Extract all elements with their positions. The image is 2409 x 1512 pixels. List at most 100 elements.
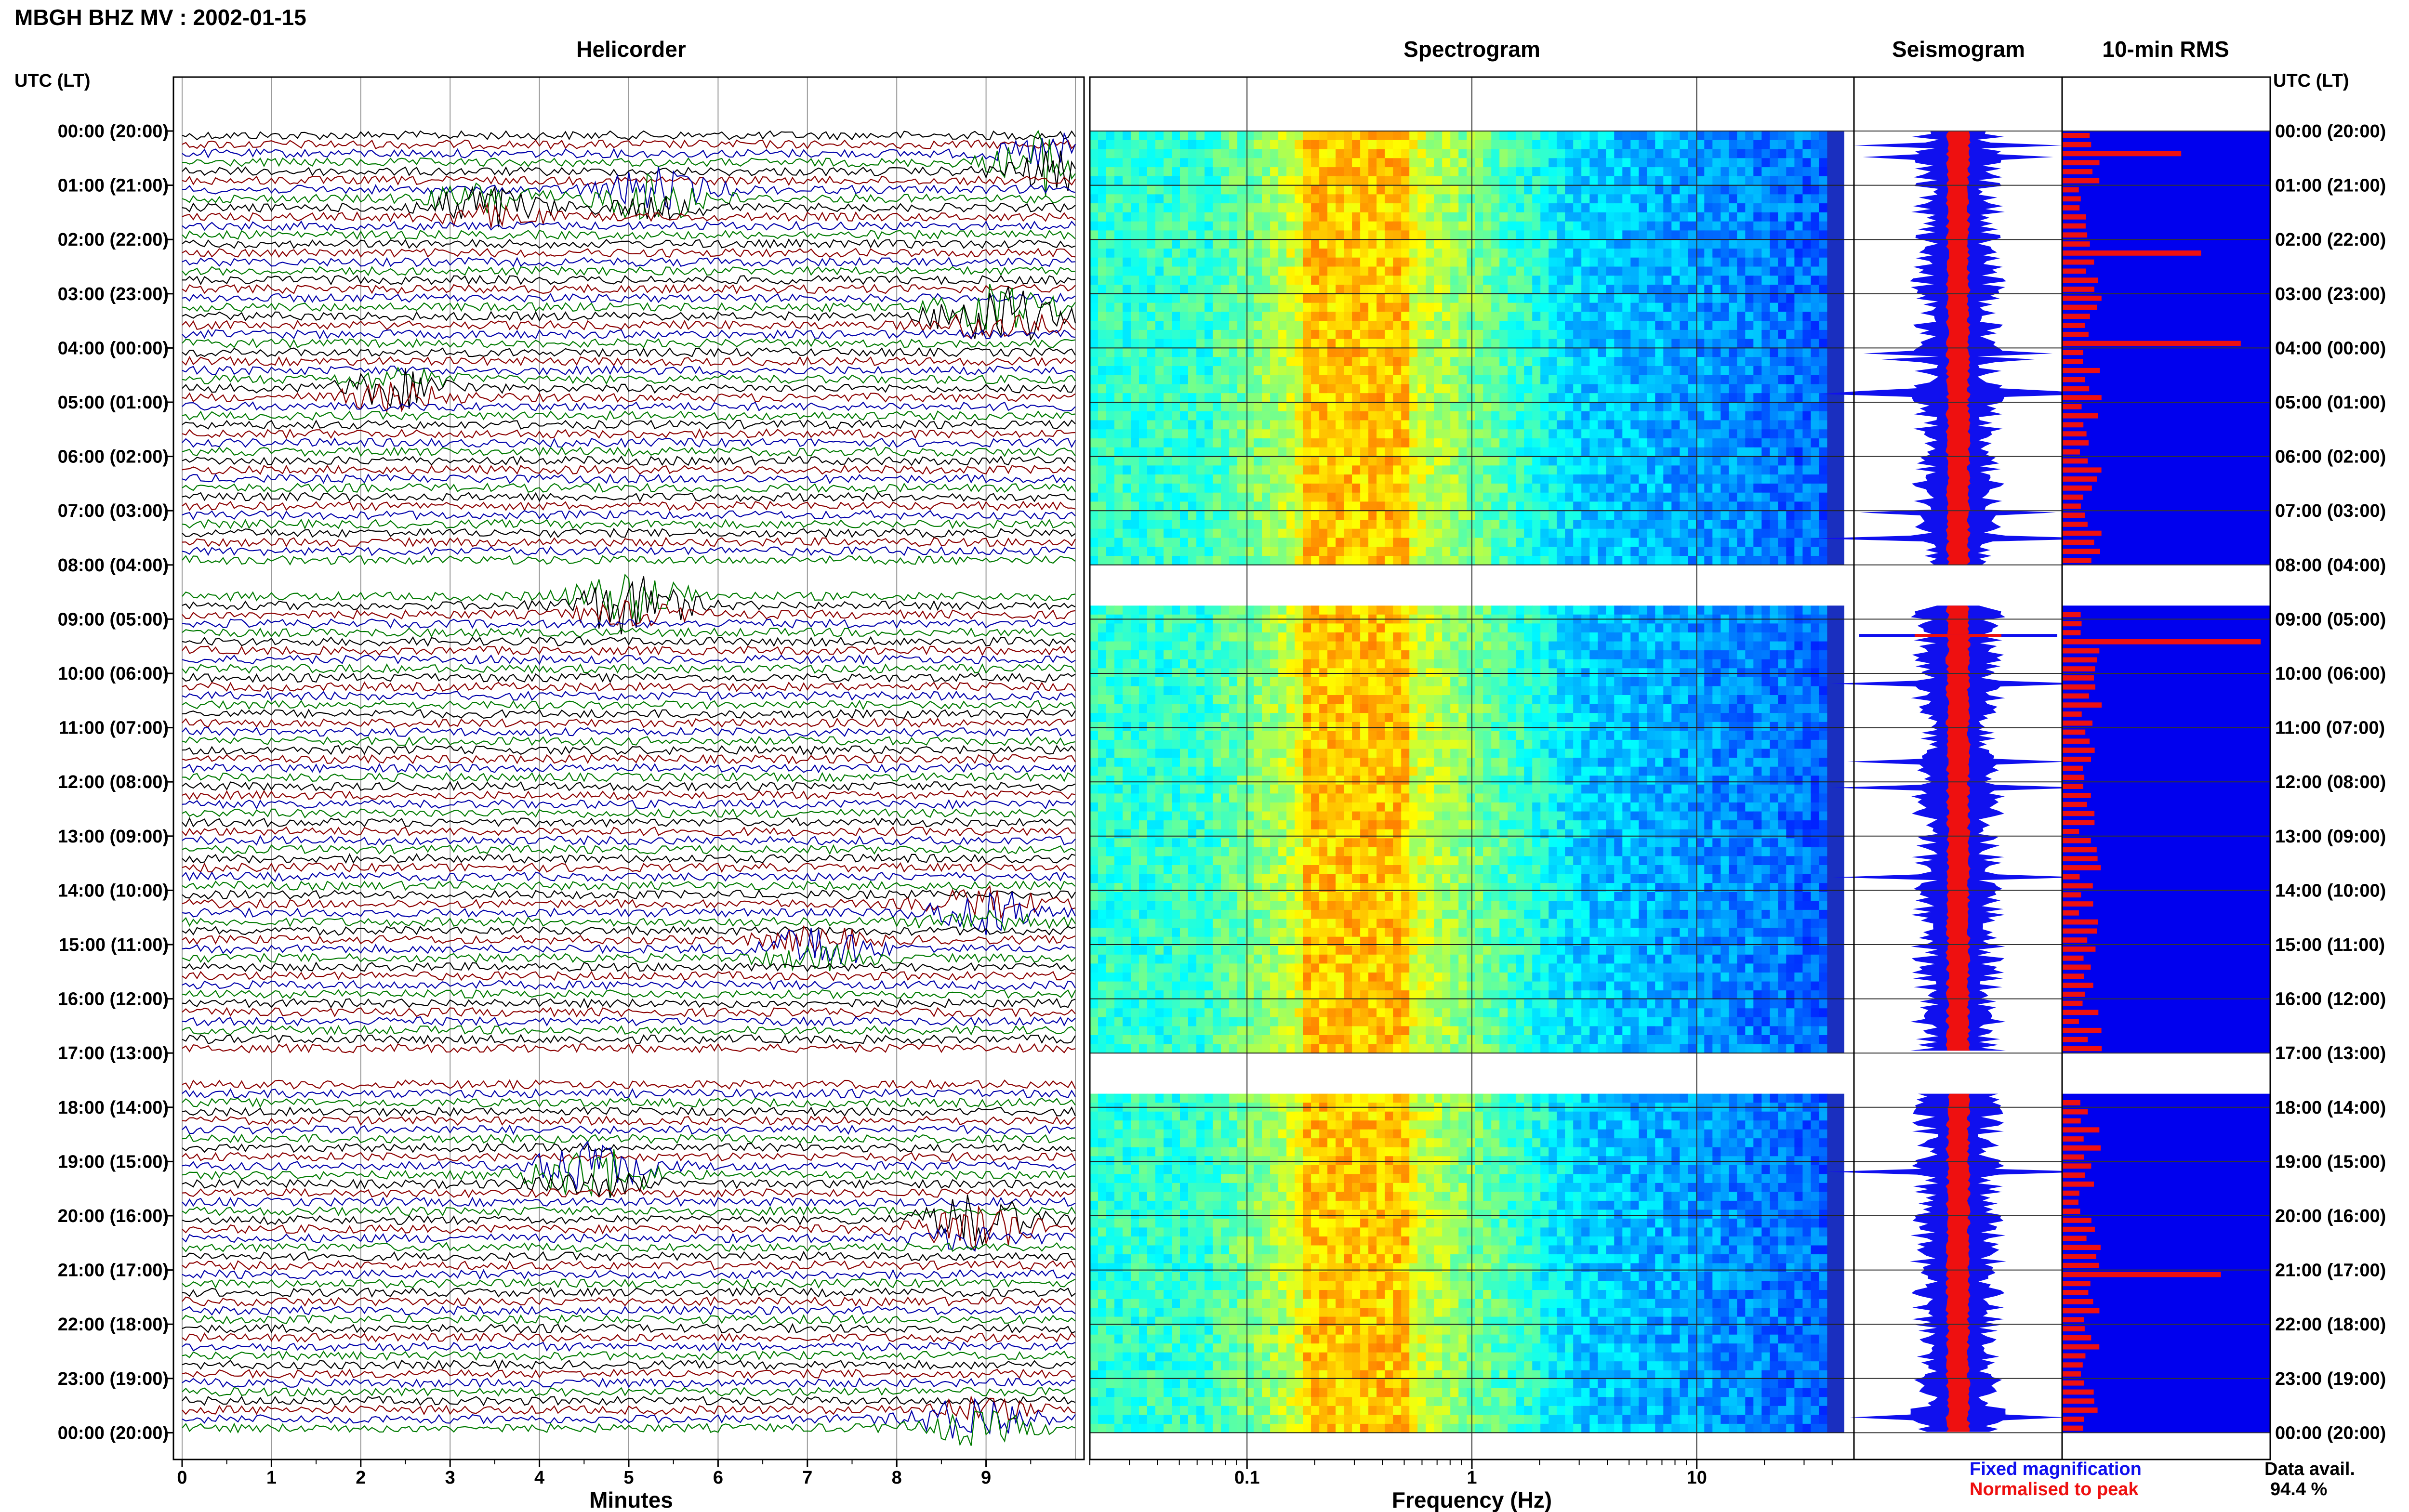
- rms-bar: [2062, 287, 2094, 292]
- rms-bar: [2062, 1308, 2100, 1314]
- helicorder-trace: [182, 1133, 1076, 1144]
- rms-bar: [2062, 1299, 2093, 1304]
- rms-bar: [2062, 1154, 2084, 1160]
- helicorder-trace: [182, 175, 1076, 186]
- rms-bar: [2062, 268, 2086, 274]
- time-label-right: 22:00 (18:00): [2275, 1315, 2386, 1335]
- helicorder-trace: [182, 1397, 1076, 1439]
- rms-bar: [2062, 530, 2102, 536]
- rms-bar: [2062, 820, 2095, 826]
- helicorder-trace: [182, 1386, 1076, 1397]
- rms-bar: [2062, 612, 2081, 618]
- helicorder-panel: [172, 76, 1085, 1460]
- helicorder-x-tick-label: 1: [266, 1468, 277, 1488]
- helicorder-trace: [182, 909, 1076, 932]
- helicorder-trace: [182, 844, 1076, 855]
- time-label-right: 17:00 (13:00): [2275, 1043, 2386, 1064]
- rms-bar: [2062, 1000, 2083, 1006]
- helicorder-trace: [182, 419, 1076, 430]
- rms-bar: [2062, 1398, 2094, 1404]
- helicorder-trace: [182, 772, 1076, 783]
- helicorder-trace: [182, 1305, 1076, 1316]
- helicorder-title: Helicorder: [576, 37, 686, 62]
- rms-bar: [2062, 874, 2080, 880]
- helicorder-xlabel: Minutes: [589, 1487, 673, 1512]
- helicorder-trace: [182, 1142, 1076, 1153]
- helicorder-trace: [182, 1187, 1076, 1198]
- time-label-left: 08:00 (04:00): [58, 555, 169, 576]
- rms-bar: [2062, 1281, 2091, 1287]
- rms-bar: [2062, 513, 2085, 518]
- rms-bar: [2062, 1010, 2099, 1015]
- rms-bar: [2062, 522, 2088, 527]
- helicorder-trace: [182, 220, 1076, 231]
- helicorder-trace: [182, 1088, 1076, 1099]
- helicorder-trace: [182, 202, 1076, 228]
- helicorder-trace: [182, 173, 1076, 220]
- rms-bar: [2062, 1145, 2101, 1151]
- time-label-left: 07:00 (03:00): [58, 501, 169, 521]
- rms-bar: [2062, 440, 2089, 446]
- helicorder-trace: [182, 663, 1076, 674]
- rms-bar: [2062, 1037, 2088, 1042]
- helicorder-trace: [182, 726, 1076, 737]
- helicorder-trace: [182, 1332, 1076, 1343]
- time-label-right: 00:00 (20:00): [2275, 121, 2386, 142]
- rms-bar: [2062, 1344, 2100, 1350]
- helicorder-trace: [182, 799, 1076, 810]
- legend-normalised-to-peak: Normalised to peak: [1970, 1479, 2139, 1499]
- helicorder-trace: [182, 446, 1076, 457]
- rms-bar: [2062, 883, 2093, 889]
- seismogram-panel: [1813, 76, 2104, 1460]
- rms-bar: [2062, 431, 2087, 437]
- helicorder-trace: [182, 518, 1076, 530]
- time-label-right: 13:00 (09:00): [2275, 827, 2386, 847]
- helicorder-trace: [182, 464, 1076, 475]
- rms-bar: [2062, 991, 2085, 997]
- helicorder-trace: [182, 817, 1076, 828]
- rms-bar: [2062, 802, 2087, 807]
- time-label-right: 12:00 (08:00): [2275, 772, 2386, 792]
- time-label-right: 15:00 (11:00): [2275, 935, 2385, 955]
- helicorder-trace: [182, 1242, 1076, 1253]
- rms-bar: [2062, 1407, 2098, 1413]
- helicorder-trace: [182, 998, 1076, 1009]
- rms-bar: [2062, 196, 2081, 202]
- rms-bar: [2062, 151, 2182, 157]
- time-label-right: 04:00 (00:00): [2275, 338, 2386, 358]
- helicorder-trace: [182, 410, 1076, 421]
- time-label-right: 03:00 (23:00): [2275, 284, 2386, 304]
- helicorder-trace: [182, 365, 1076, 376]
- helicorder-trace: [182, 500, 1076, 512]
- rms-bar: [2062, 386, 2090, 392]
- rms-bar: [2062, 187, 2079, 193]
- rms-bar: [2062, 892, 2081, 898]
- helicorder-trace: [182, 753, 1076, 764]
- time-label-left: 11:00 (07:00): [59, 718, 169, 738]
- helicorder-trace: [182, 347, 1076, 358]
- helicorder-trace: [182, 745, 1076, 756]
- helicorder-trace: [182, 654, 1076, 666]
- helicorder-trace: [182, 925, 1076, 936]
- spectrogram-x-axis: 0.1 1 10: [1089, 1459, 1833, 1488]
- helicorder-trace: [182, 510, 1076, 520]
- time-label-left: 05:00 (01:00): [58, 393, 169, 413]
- rms-bar: [2062, 1290, 2089, 1295]
- rms-bar: [2062, 1245, 2101, 1250]
- helicorder-trace: [182, 292, 1076, 303]
- rms-bar: [2062, 748, 2095, 753]
- rms-bar: [2062, 476, 2097, 482]
- spectrogram-panel: [1089, 76, 1855, 1460]
- rms-bar: [2062, 784, 2083, 789]
- rms-bar: [2062, 1109, 2088, 1115]
- time-label-left: 19:00 (15:00): [58, 1152, 169, 1172]
- helicorder-trace: [182, 356, 1076, 367]
- rms-bar: [2062, 178, 2100, 184]
- helicorder-trace: [182, 150, 1076, 191]
- rms-bar: [2062, 467, 2102, 473]
- rms-bar: [2062, 241, 2090, 247]
- rms-bar: [2062, 621, 2082, 627]
- helicorder-trace: [182, 1323, 1076, 1334]
- rms-bar: [2062, 684, 2095, 690]
